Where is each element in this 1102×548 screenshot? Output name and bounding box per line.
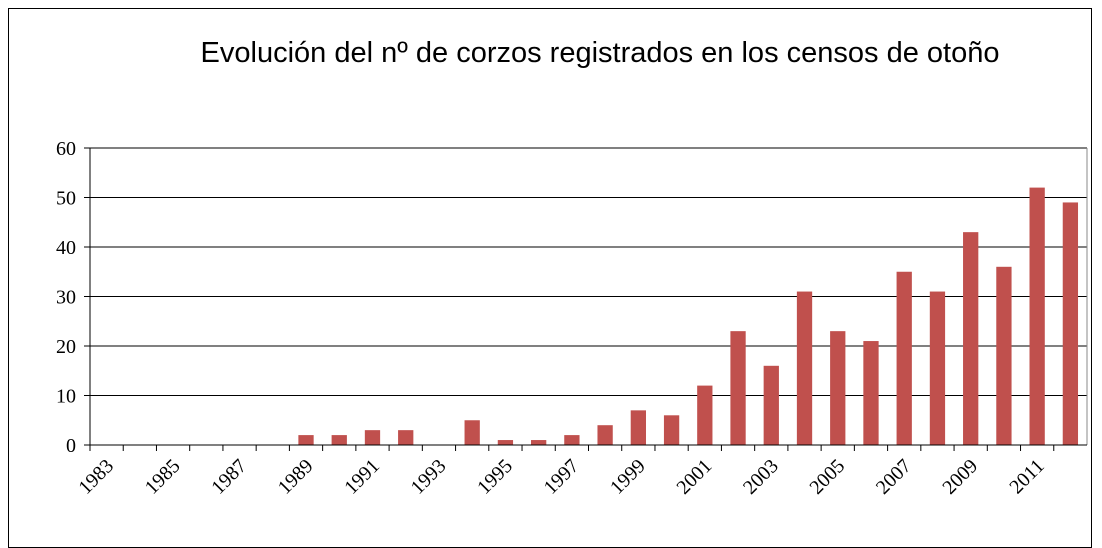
y-tick-label: 20 [56, 336, 76, 358]
bar [398, 430, 414, 445]
y-tick-label: 30 [56, 287, 76, 309]
y-tick-label: 50 [56, 188, 76, 210]
x-tick-label: 1991 [340, 455, 384, 499]
x-tick-label: 2011 [1005, 455, 1048, 498]
bar [996, 266, 1012, 445]
bar [564, 435, 580, 445]
x-tick-label: 2001 [673, 455, 717, 499]
bar [796, 291, 813, 445]
y-tick-label: 40 [56, 237, 76, 259]
bar [497, 440, 514, 445]
bar [929, 291, 946, 445]
bar [863, 341, 879, 445]
bar [763, 365, 779, 445]
bar [697, 385, 713, 445]
bar [597, 425, 613, 445]
x-tick-label: 1995 [473, 455, 517, 499]
bar [1062, 202, 1079, 445]
x-tick-label: 1989 [274, 455, 318, 499]
bar [663, 415, 680, 445]
y-tick-label: 0 [66, 435, 76, 457]
x-tick-label: 1999 [606, 455, 650, 499]
x-tick-label: 1983 [74, 455, 118, 499]
bar [464, 420, 480, 445]
y-tick-label: 10 [56, 386, 76, 408]
x-tick-label: 2005 [805, 455, 849, 499]
bar [364, 430, 381, 445]
x-tick-label: 1985 [141, 455, 185, 499]
bar [730, 331, 746, 445]
bar [630, 410, 646, 445]
x-tick-label: 1993 [407, 455, 451, 499]
y-tick-label: 60 [56, 138, 76, 160]
bar [963, 232, 979, 445]
bar [1029, 187, 1045, 445]
bar [531, 440, 547, 445]
x-tick-label: 1997 [540, 455, 584, 499]
bar [331, 435, 347, 445]
x-tick-label: 2007 [872, 455, 916, 499]
bar [298, 435, 314, 445]
bar [830, 331, 846, 445]
x-tick-label: 2009 [938, 455, 982, 499]
chart-title: Evolución del nº de corzos registrados e… [200, 37, 1000, 69]
x-tick-label: 2003 [739, 455, 783, 499]
x-tick-label: 1987 [207, 455, 251, 499]
bar [896, 271, 912, 445]
